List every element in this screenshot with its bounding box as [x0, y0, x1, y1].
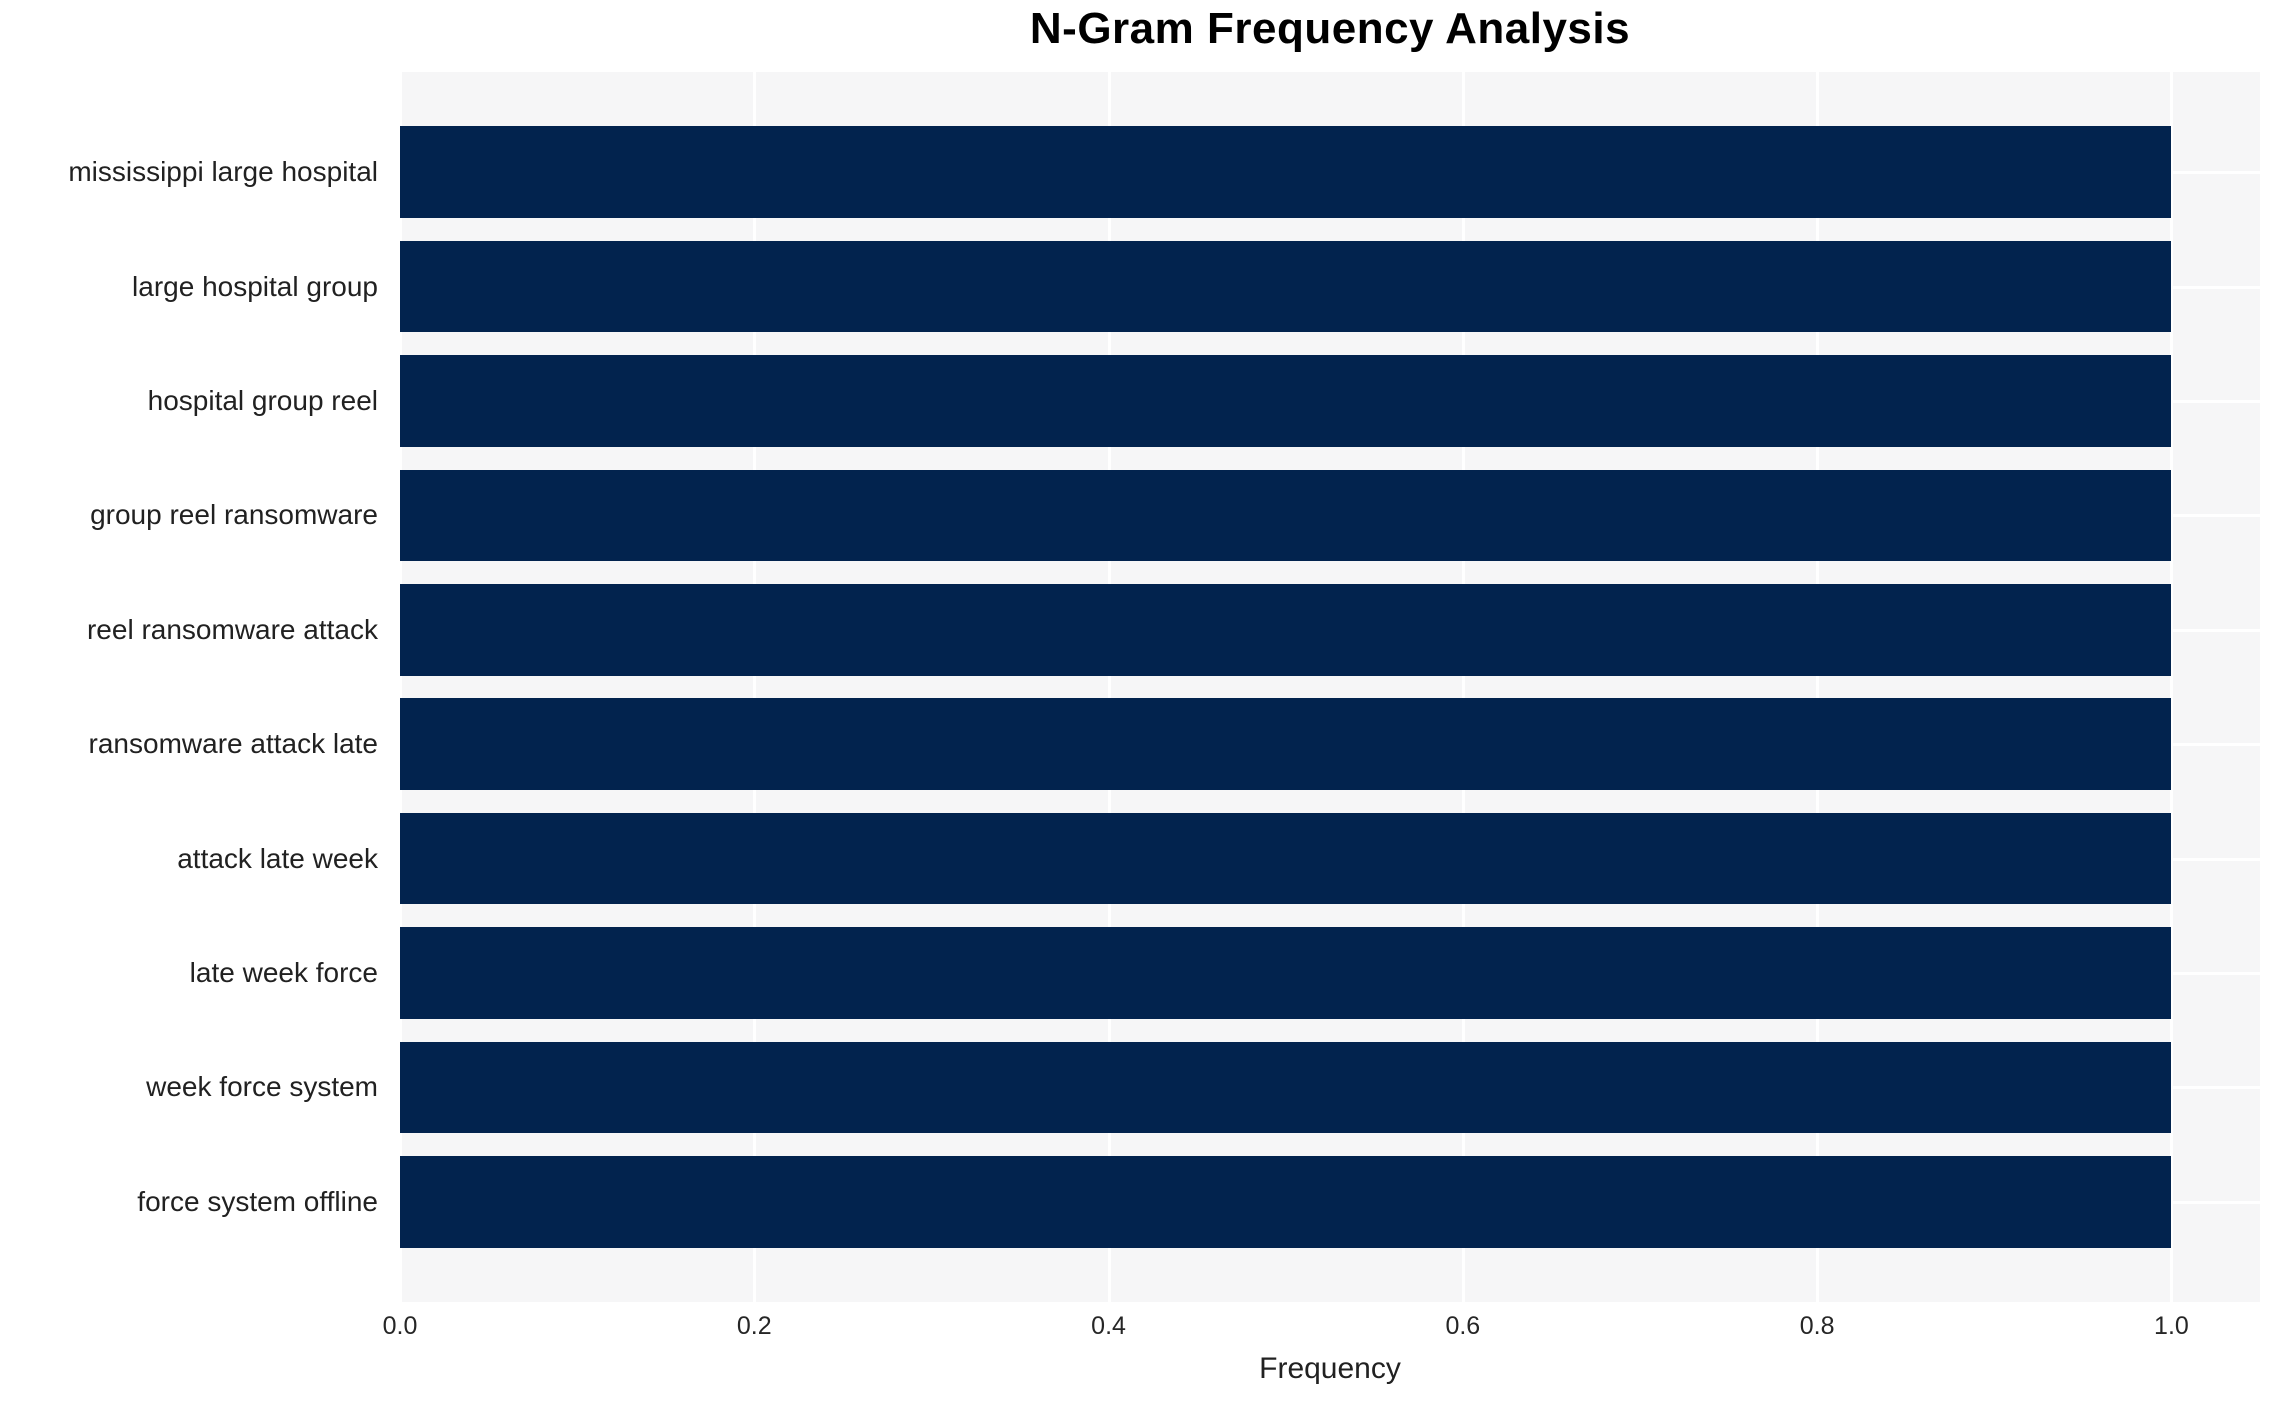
bar-reel-ransomware-attack [400, 584, 2172, 676]
plot-area [399, 72, 2260, 1302]
v-gridline [1107, 72, 1111, 1302]
y-tick-label: force system offline [137, 1185, 378, 1217]
bar-late-week-force [400, 927, 2172, 1019]
y-tick-label: attack late week [177, 842, 378, 874]
x-tick-label: 0.4 [1091, 1312, 1126, 1340]
chart-title: N-Gram Frequency Analysis [1029, 4, 1631, 53]
v-gridline [1461, 72, 1465, 1302]
bar-group-reel-ransomware [400, 469, 2172, 562]
x-axis-ticks: 0.0 0.2 0.4 0.6 0.8 1.0 [383, 1312, 2260, 1352]
bar-ransomware-attack-late [400, 698, 2172, 790]
bar-attack-late-week [400, 812, 2172, 905]
y-tick-label: ransomware attack late [88, 728, 378, 760]
v-gridline [1816, 72, 1820, 1302]
y-tick-label: late week force [189, 957, 378, 988]
v-gridline [753, 72, 757, 1302]
y-tick-label: hospital group reel [147, 385, 378, 416]
bar-mississippi-large-hospital [400, 126, 2172, 218]
y-tick-label: group reel ransomware [90, 499, 378, 531]
y-tick-label: mississippi large hospital [68, 156, 378, 188]
bar-week-force-system [400, 1041, 2172, 1134]
x-tick-label: 0.2 [736, 1312, 772, 1340]
bar-large-hospital-group [400, 240, 2172, 333]
bar-hospital-group-reel [400, 355, 2172, 447]
y-tick-label: large hospital group [132, 270, 378, 302]
x-tick-label: 0.0 [382, 1312, 418, 1340]
v-gridline [2170, 72, 2174, 1302]
x-tick-label: 0.8 [1799, 1312, 1835, 1340]
y-tick-label: week force system [146, 1071, 378, 1103]
x-tick-label: 1.0 [2154, 1312, 2189, 1340]
y-tick-label: reel ransomware attack [86, 613, 378, 645]
y-axis-labels: mississippi large hospital large hospital… [0, 72, 388, 1302]
x-tick-label: 0.6 [1445, 1312, 1481, 1340]
v-gridline [399, 72, 402, 1302]
bar-force-system-offline [400, 1156, 2172, 1248]
x-axis-title: Frequency [1259, 1352, 1401, 1385]
